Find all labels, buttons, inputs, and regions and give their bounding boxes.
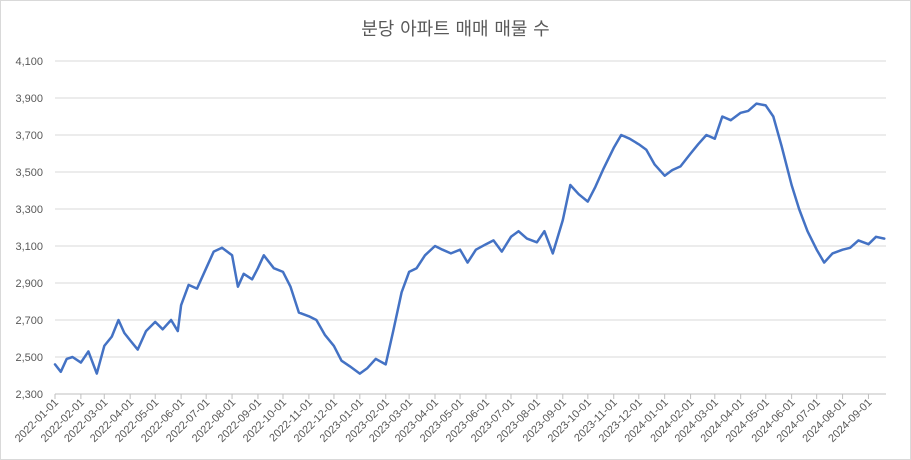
y-tick-label: 4,100 <box>15 56 43 68</box>
y-tick-label: 2,700 <box>15 315 43 327</box>
y-tick-label: 3,900 <box>15 93 43 105</box>
y-axis-ticks: 2,300 2,500 2,700 2,900 3,100 3,300 3,500 3,700… <box>15 56 43 401</box>
series-group <box>53 102 886 375</box>
y-tick-label: 2,500 <box>15 352 43 364</box>
x-axis-ticks: 2022-01-012022-02-012022-03-012022-04-01… <box>13 394 875 445</box>
series-line <box>53 102 886 375</box>
chart-title: 분당 아파트 매매 매물 수 <box>361 19 550 40</box>
y-tick-label: 2,300 <box>15 389 43 401</box>
gridlines <box>55 60 886 395</box>
y-tick-label: 3,500 <box>15 167 43 179</box>
y-tick-label: 3,100 <box>15 241 43 253</box>
y-tick-label: 3,300 <box>15 204 43 216</box>
y-tick-label: 2,900 <box>15 278 43 290</box>
y-tick-label: 3,700 <box>15 130 43 142</box>
